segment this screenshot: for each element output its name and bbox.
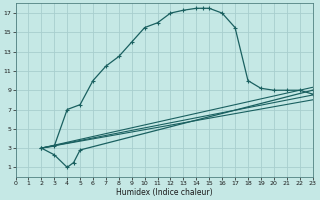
X-axis label: Humidex (Indice chaleur): Humidex (Indice chaleur) [116, 188, 212, 197]
